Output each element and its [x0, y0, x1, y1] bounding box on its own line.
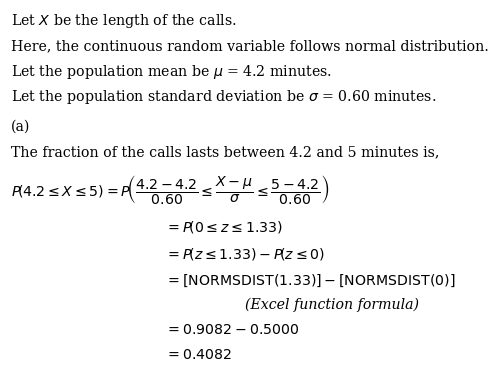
- Text: $= P\!\left(z\leq 1.33\right)-P\!\left(z\leq 0\right)$: $= P\!\left(z\leq 1.33\right)-P\!\left(z…: [165, 246, 325, 262]
- Text: $= P\!\left(0\leq z\leq 1.33\right)$: $= P\!\left(0\leq z\leq 1.33\right)$: [165, 219, 283, 235]
- Text: Let the population mean be $\mu$ = 4.2 minutes.: Let the population mean be $\mu$ = 4.2 m…: [11, 63, 332, 81]
- Text: (Excel function formula): (Excel function formula): [245, 297, 419, 312]
- Text: (a): (a): [11, 120, 31, 134]
- Text: $P\!\left(4.2\leq X\leq 5\right)=P\!\left(\dfrac{4.2-4.2}{0.60}\leq\dfrac{X-\mu}: $P\!\left(4.2\leq X\leq 5\right)=P\!\lef…: [11, 173, 330, 206]
- Text: $= 0.4082$: $= 0.4082$: [165, 348, 232, 362]
- Text: Let $X$ be the length of the calls.: Let $X$ be the length of the calls.: [11, 12, 236, 30]
- Text: $= 0.9082-0.5000$: $= 0.9082-0.5000$: [165, 323, 300, 337]
- Text: Let the population standard deviation be $\sigma$ = 0.60 minutes.: Let the population standard deviation be…: [11, 88, 436, 106]
- Text: Here, the continuous random variable follows normal distribution.: Here, the continuous random variable fol…: [11, 39, 489, 53]
- Text: $=\left[\mathrm{NORMSDIST}(1.33)\right]-\left[\mathrm{NORMSDIST}(0)\right]$: $=\left[\mathrm{NORMSDIST}(1.33)\right]-…: [165, 273, 456, 289]
- Text: The fraction of the calls lasts between 4.2 and 5 minutes is,: The fraction of the calls lasts between …: [11, 146, 439, 159]
